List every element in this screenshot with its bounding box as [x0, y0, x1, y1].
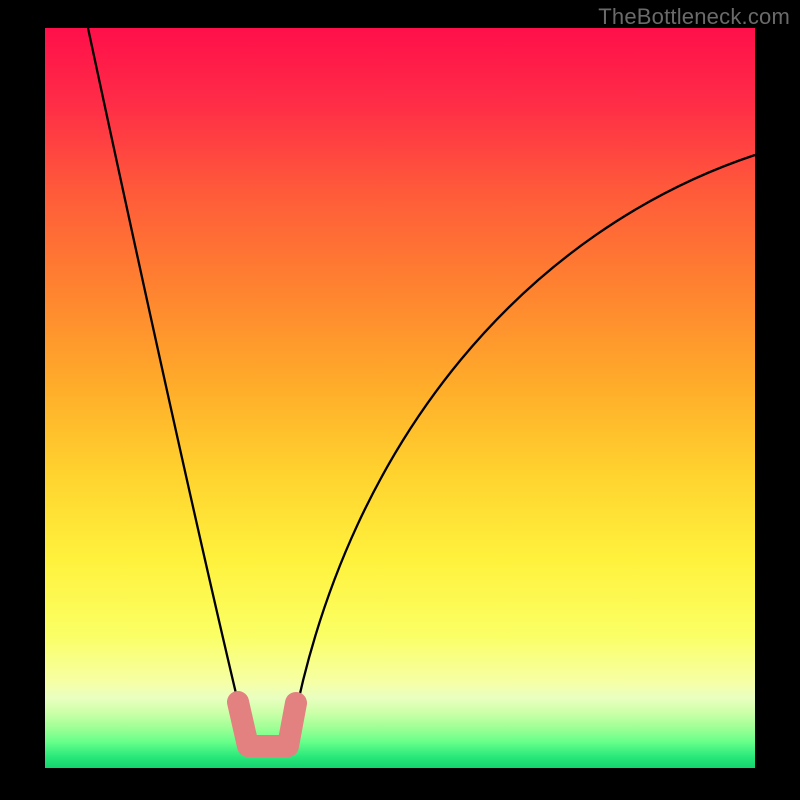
- bottleneck-chart-svg: [0, 0, 800, 800]
- plot-area: [45, 28, 755, 768]
- chart-stage: TheBottleneck.com: [0, 0, 800, 800]
